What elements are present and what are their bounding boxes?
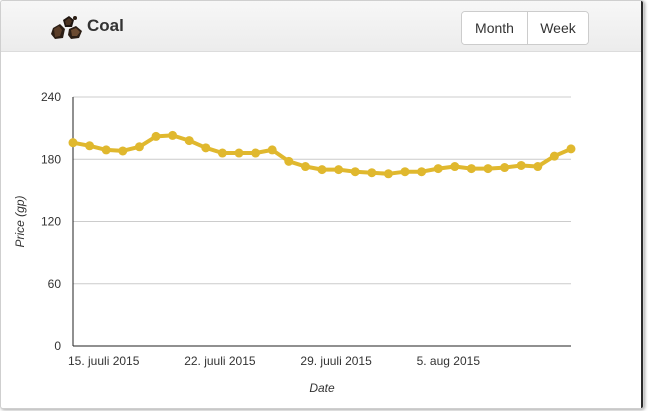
data-point xyxy=(433,164,443,174)
data-point xyxy=(300,162,310,172)
range-toggle: Month Week xyxy=(461,11,589,45)
coal-icon xyxy=(51,16,82,39)
y-tick-label: 180 xyxy=(41,152,61,166)
data-point xyxy=(134,142,144,152)
data-point xyxy=(317,165,327,175)
data-point xyxy=(367,168,377,178)
data-point xyxy=(350,167,360,177)
x-tick-label: 5. aug 2015 xyxy=(417,354,481,368)
week-button[interactable]: Week xyxy=(527,12,588,44)
data-point xyxy=(284,156,294,166)
data-point xyxy=(400,167,410,177)
data-point xyxy=(267,145,277,155)
data-point xyxy=(500,163,510,173)
data-point xyxy=(217,148,227,158)
data-point xyxy=(201,143,211,153)
data-point xyxy=(417,167,427,177)
y-tick-label: 60 xyxy=(48,277,62,291)
data-point xyxy=(168,130,178,140)
data-point xyxy=(549,151,559,161)
data-point xyxy=(483,164,493,174)
data-point xyxy=(533,162,543,172)
panel-header: Coal Month Week xyxy=(1,1,643,52)
data-point xyxy=(85,141,95,151)
x-tick-label: 22. juuli 2015 xyxy=(184,354,256,368)
x-tick-label: 15. juuli 2015 xyxy=(68,354,140,368)
y-tick-label: 0 xyxy=(54,339,61,353)
data-point xyxy=(334,165,344,175)
data-point xyxy=(184,136,194,146)
page-title: Coal xyxy=(87,16,124,35)
data-point xyxy=(566,144,576,154)
y-tick-label: 240 xyxy=(41,90,61,104)
data-point xyxy=(234,148,244,158)
data-point xyxy=(101,145,111,155)
y-axis-title: Price (gp) xyxy=(13,195,27,247)
data-point xyxy=(118,146,128,156)
price-chart: 0 60 120 180 240 15. juuli 2015 22. juuli 2015… xyxy=(13,90,576,395)
x-axis-title: Date xyxy=(309,381,335,395)
data-point xyxy=(450,162,460,172)
data-point xyxy=(68,138,78,148)
data-point xyxy=(516,160,526,170)
x-tick-label: 29. juuli 2015 xyxy=(300,354,372,368)
data-point xyxy=(383,169,393,179)
data-point xyxy=(251,148,261,158)
y-tick-label: 120 xyxy=(41,215,61,229)
data-point xyxy=(151,131,161,141)
month-button[interactable]: Month xyxy=(462,12,527,44)
data-point xyxy=(466,164,476,174)
